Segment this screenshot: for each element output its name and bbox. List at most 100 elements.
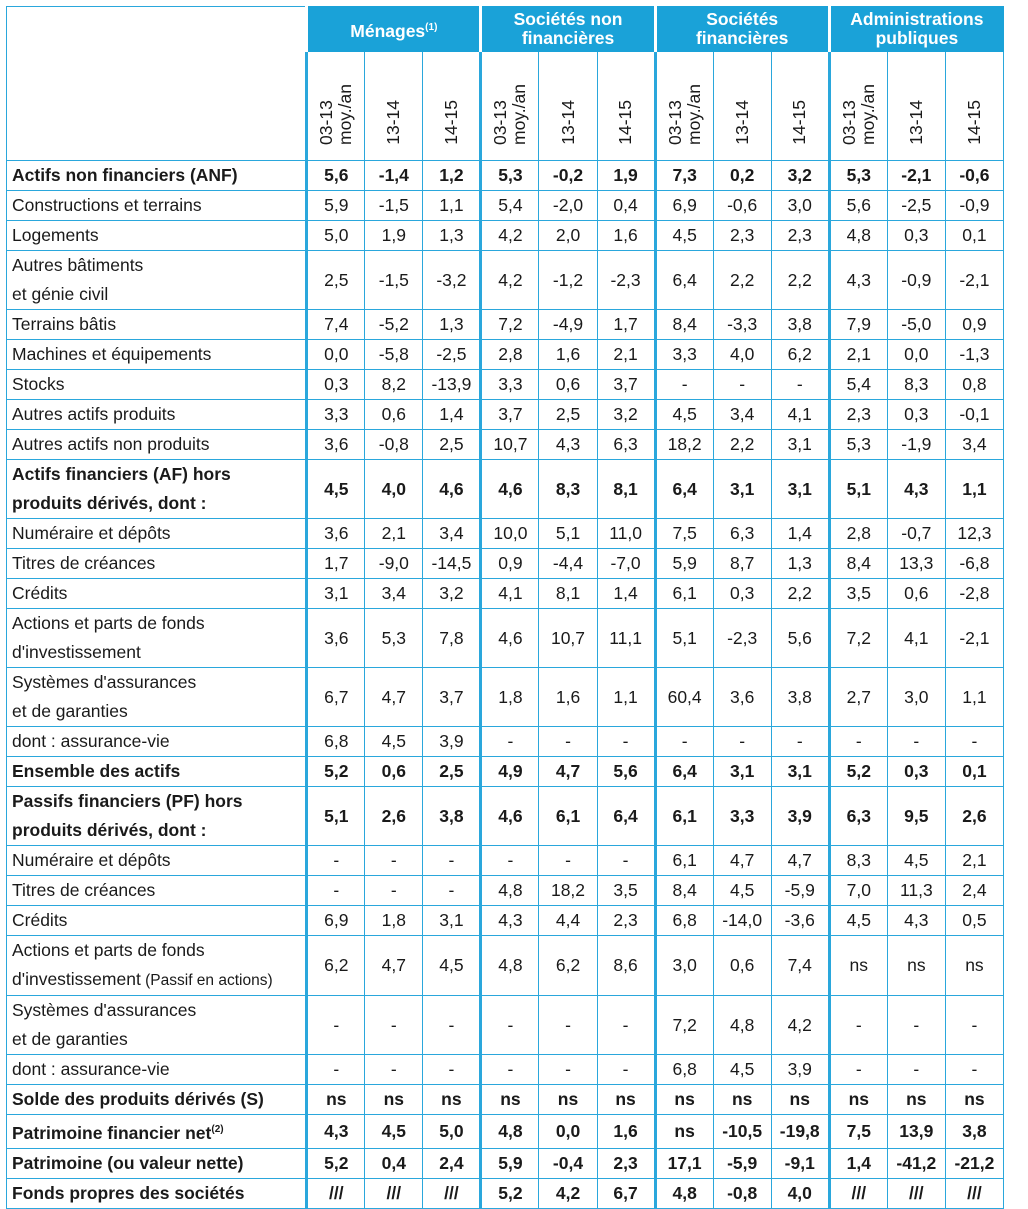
table-row: Ensemble des actifs 5,2 0,6 2,5 4,9 4,7 5,6 6,4…: [5, 756, 1005, 787]
value-cell: 1,7: [305, 548, 366, 579]
table-row: Titres de créances 1,7 -9,0 -14,5 0,9 -4,4 -7,…: [5, 548, 1005, 579]
value-cell: 3,1: [422, 905, 482, 936]
value-cell: -2,1: [944, 608, 1005, 668]
value-cell: -5,2: [364, 309, 424, 340]
value-cell: 8,1: [596, 459, 656, 519]
value-cell: 3,7: [422, 667, 482, 727]
value-cell: 4,1: [886, 608, 946, 668]
value-cell: 8,3: [827, 845, 888, 876]
value-cell: 3,1: [712, 459, 772, 519]
value-cell: 2,3: [596, 1147, 656, 1179]
value-cell: 3,3: [305, 399, 366, 430]
row-label: Passifs financiers (PF) hors produits dér…: [5, 786, 308, 846]
value-cell: 8,4: [653, 309, 714, 340]
value-cell: 2,5: [538, 399, 598, 430]
value-cell: 1,1: [944, 459, 1005, 519]
table-row: Fonds propres des sociétés/////////5,2 4,…: [5, 1177, 1005, 1209]
row-label-line: Autres actifs non produits: [12, 434, 210, 454]
table-row: Actifs financiers (AF) hors produits déri…: [5, 459, 1005, 519]
value-cell: -0,1: [944, 399, 1005, 430]
value-cell: 6,9: [305, 905, 366, 936]
value-cell: 8,4: [653, 875, 714, 906]
value-cell: ///: [827, 1177, 888, 1209]
value-cell: -: [305, 845, 366, 876]
row-label: Crédits: [5, 905, 308, 936]
period-header: 13-14: [712, 51, 772, 161]
value-cell: ns: [596, 1084, 656, 1115]
row-label-line: Systèmes d'assurances: [12, 1000, 197, 1020]
value-cell: -5,9: [770, 875, 830, 906]
value-cell: -: [364, 875, 424, 906]
value-cell: 4,3: [886, 459, 946, 519]
value-cell: -: [944, 726, 1005, 757]
group-header-row: Ménages(1) Sociétés non financières Socié…: [5, 6, 1005, 161]
row-label: Numéraire et dépôts: [5, 518, 308, 549]
value-cell: 4,5: [712, 875, 772, 906]
value-cell: 2,1: [944, 845, 1005, 876]
value-cell: -: [538, 1054, 598, 1085]
value-cell: 6,4: [596, 786, 656, 846]
table-row: Autres actifs produits 3,3 0,6 1,4 3,7 2,5 3,2…: [5, 399, 1005, 430]
value-cell: 0,3: [305, 369, 366, 400]
group-sup: (1): [425, 21, 438, 33]
value-cell: -2,1: [944, 250, 1005, 310]
value-cell: 4,7: [770, 845, 830, 876]
value-cell: 2,0: [538, 220, 598, 251]
table-row: Systèmes d'assurances et de garanties 6,7 4…: [5, 667, 1005, 727]
value-cell: 6,1: [653, 578, 714, 609]
value-cell: 3,0: [886, 667, 946, 727]
value-cell: 2,2: [712, 250, 772, 310]
value-cell: -1,3: [944, 339, 1005, 370]
value-cell: 0,6: [364, 756, 424, 787]
value-cell: 2,2: [712, 429, 772, 460]
value-cell: -5,8: [364, 339, 424, 370]
value-cell: 3,4: [944, 429, 1005, 460]
value-cell: 11,0: [596, 518, 656, 549]
value-cell: 4,3: [479, 905, 540, 936]
value-cell: -: [364, 845, 424, 876]
value-cell: -2,3: [596, 250, 656, 310]
value-cell: 1,6: [596, 220, 656, 251]
value-cell: 2,8: [479, 339, 540, 370]
value-cell: 5,1: [653, 608, 714, 668]
value-cell: 4,0: [712, 339, 772, 370]
value-cell: 6,2: [538, 935, 598, 996]
row-label: dont : assurance-vie: [5, 1054, 308, 1085]
value-cell: 0,6: [712, 935, 772, 996]
value-cell: 13,9: [886, 1114, 946, 1149]
period-label: 14-15: [440, 100, 461, 145]
row-label-line: Numéraire et dépôts: [12, 523, 171, 543]
value-cell: -: [770, 726, 830, 757]
value-cell: 4,6: [479, 459, 540, 519]
row-label: dont : assurance-vie: [5, 726, 308, 757]
value-cell: 2,3: [596, 905, 656, 936]
value-cell: 2,2: [770, 578, 830, 609]
value-cell: 11,3: [886, 875, 946, 906]
value-cell: 6,4: [653, 756, 714, 787]
value-cell: 7,8: [422, 608, 482, 668]
value-cell: -: [944, 995, 1005, 1055]
value-cell: 8,6: [596, 935, 656, 996]
value-cell: ns: [827, 1084, 888, 1115]
value-cell: -: [479, 1054, 540, 1085]
table-row: Machines et équipements 0,0 -5,8 -2,5 2,8 1,6…: [5, 339, 1005, 370]
value-cell: 3,4: [422, 518, 482, 549]
value-cell: 4,6: [479, 608, 540, 668]
value-cell: 2,3: [770, 220, 830, 251]
row-label-line: Systèmes d'assurances: [12, 672, 197, 692]
value-cell: 11,1: [596, 608, 656, 668]
row-label-line: et de garanties: [12, 701, 128, 721]
value-cell: -0,6: [944, 160, 1005, 191]
value-cell: -14,0: [712, 905, 772, 936]
table-row: Stocks 0,3 8,2 -13,9 3,3 0,6 3,7- - -5,4 8,3 0,8: [5, 369, 1005, 400]
value-cell: -4,4: [538, 548, 598, 579]
period-label: 03-13 moy./an: [664, 84, 704, 145]
value-cell: ns: [944, 1084, 1005, 1115]
row-label-line: Titres de créances: [12, 880, 156, 900]
table-row: Actifs non financiers (ANF) 5,6 -1,4 1,2 5,3…: [5, 160, 1005, 191]
group-header-snf: Sociétés non financières: [479, 6, 656, 52]
value-cell: 0,3: [886, 756, 946, 787]
value-cell: 4,5: [653, 220, 714, 251]
value-cell: 2,6: [944, 786, 1005, 846]
value-cell: 1,4: [596, 578, 656, 609]
